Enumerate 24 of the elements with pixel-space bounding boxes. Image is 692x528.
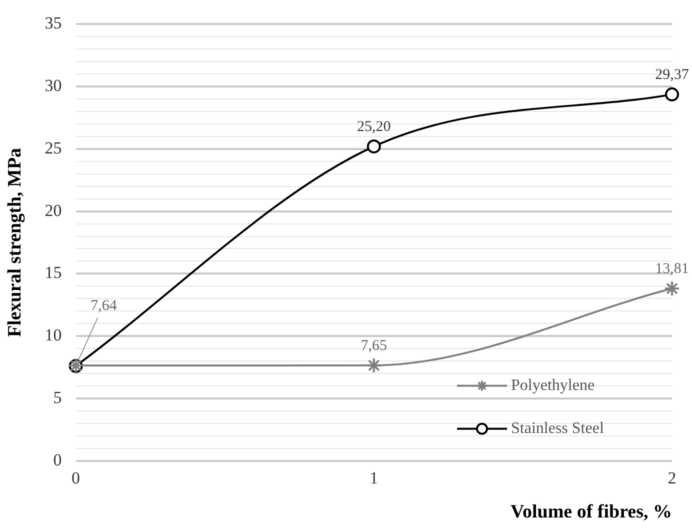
y-tick-label: 35 [44, 14, 62, 33]
point [664, 280, 680, 297]
y-tick-label: 15 [44, 263, 62, 282]
y-tick-label: 30 [44, 76, 62, 96]
x-tick-label: 0 [72, 468, 80, 488]
data-label: 7,64 [90, 298, 118, 314]
legend-label: Polyethylene [511, 377, 595, 394]
data-label: 29,37 [655, 66, 690, 83]
point [665, 87, 679, 102]
point [366, 139, 381, 154]
point [366, 357, 382, 374]
x-tick-label: 2 [668, 468, 676, 488]
y-axis-title: Flexural strength, MPa [4, 147, 26, 338]
x-axis-title: Volume of fibres, % [510, 502, 672, 523]
data-label: 7,65 [360, 338, 388, 354]
data-label: 25,20 [357, 118, 391, 135]
y-tick-label: 10 [44, 326, 62, 345]
y-tick-label: 25 [44, 138, 62, 158]
legend-label: Stainless Steel [511, 420, 604, 438]
data-label: 13,81 [655, 260, 689, 277]
x-tick-label: 1 [370, 468, 378, 488]
y-tick-label: 20 [44, 200, 62, 220]
y-tick-label: 0 [53, 450, 62, 470]
y-tick-label: 5 [53, 388, 62, 407]
